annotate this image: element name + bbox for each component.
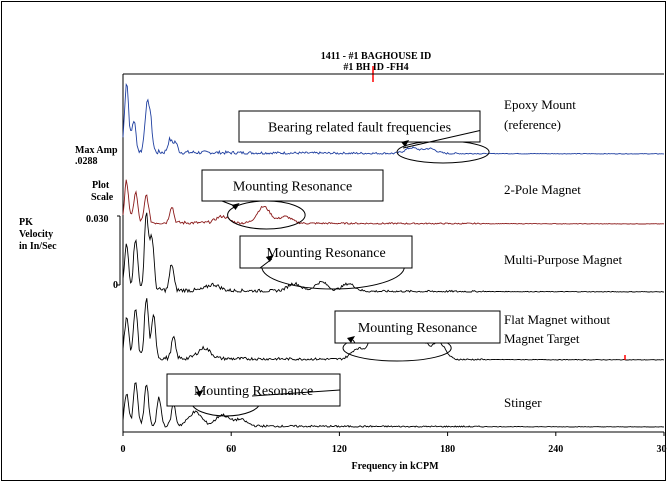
annotation-label: Mounting Resonance bbox=[233, 180, 352, 195]
plot-scale-tick-top: 0.030 bbox=[86, 214, 109, 225]
annotation-box bbox=[334, 310, 501, 344]
annotation-arrowhead bbox=[401, 140, 410, 147]
plot-scale-label-2: Scale bbox=[91, 192, 114, 203]
annotations-layer: Bearing related fault frequencies Mountin… bbox=[166, 110, 501, 417]
annotation-arrowhead bbox=[265, 255, 274, 262]
annotation-label: Mounting Resonance bbox=[266, 246, 385, 261]
annotation: Mounting Resonance bbox=[166, 373, 341, 417]
series-name: Flat Magnet without bbox=[504, 312, 611, 327]
y-label-line-3: in In/Sec bbox=[19, 241, 57, 252]
annotation-box bbox=[238, 110, 481, 143]
series-line bbox=[122, 179, 665, 225]
max-amp-value: .0288 bbox=[75, 156, 98, 167]
annotation-pointer bbox=[252, 389, 341, 397]
series-name: Stinger bbox=[504, 395, 542, 410]
series-name: Epoxy Mount bbox=[504, 97, 576, 112]
x-ticks: 0 60 120 180 240 300 bbox=[121, 432, 668, 455]
series-name: Multi-Purpose Magnet bbox=[504, 252, 622, 267]
series-names: Epoxy Mount (reference) 2-Pole Magnet Multi… bbox=[504, 97, 622, 410]
series-line bbox=[122, 382, 665, 428]
annotation-arrowhead bbox=[231, 203, 240, 210]
x-tick-label: 120 bbox=[332, 444, 347, 455]
annotation-box bbox=[166, 373, 341, 407]
annotation-label: Mounting Resonance bbox=[358, 321, 477, 336]
y-label-line-2: Velocity bbox=[19, 229, 53, 240]
chart-subtitle: #1 BH ID -FH4 bbox=[343, 62, 408, 73]
max-amp-label: Max Amp bbox=[75, 145, 118, 156]
series-name: Magnet Target bbox=[504, 331, 580, 346]
annotation-pointer bbox=[402, 130, 481, 149]
annotation: Mounting Resonance bbox=[334, 310, 501, 362]
chart-title: 1411 - #1 BAGHOUSE ID bbox=[321, 51, 432, 62]
annotation-arrowhead bbox=[347, 336, 356, 343]
annotation-box bbox=[201, 169, 384, 202]
series-line bbox=[122, 83, 664, 155]
series-layer bbox=[122, 83, 665, 428]
annotation-box bbox=[239, 235, 413, 269]
series-name: (reference) bbox=[504, 117, 561, 132]
series-name: 2-Pole Magnet bbox=[504, 182, 581, 197]
y-label-line-1: PK bbox=[19, 217, 33, 228]
x-tick-label: 240 bbox=[548, 444, 563, 455]
annotation-ellipse bbox=[227, 200, 306, 230]
annotation: Mounting Resonance bbox=[201, 169, 384, 230]
plot-scale-label-1: Plot bbox=[92, 180, 110, 191]
series-line bbox=[122, 212, 665, 294]
x-tick-label: 300 bbox=[657, 444, 668, 455]
annotation-pointer bbox=[352, 339, 356, 344]
annotation-arrowhead bbox=[195, 390, 204, 397]
annotation: Mounting Resonance bbox=[239, 235, 413, 290]
x-tick-label: 180 bbox=[440, 444, 455, 455]
annotation: Bearing related fault frequencies bbox=[238, 110, 490, 164]
x-axis-label: Frequency in kCPM bbox=[351, 461, 439, 472]
annotation-ellipse bbox=[396, 140, 490, 164]
plot-scale-tick-zero: 0 bbox=[113, 280, 118, 291]
x-tick-label: 0 bbox=[121, 444, 126, 455]
annotation-label: Mounting Resonance bbox=[194, 384, 313, 399]
annotation-label: Bearing related fault frequencies bbox=[268, 121, 451, 136]
x-tick-label: 60 bbox=[226, 444, 236, 455]
